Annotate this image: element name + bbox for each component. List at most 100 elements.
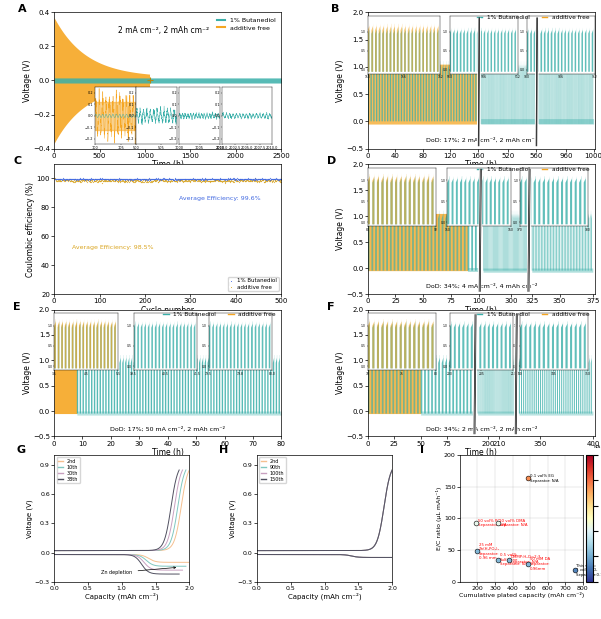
Point: [233, 173, 243, 183]
Text: E: E: [13, 302, 21, 312]
Point: [132, 174, 141, 184]
Point: [236, 174, 246, 184]
Point: [156, 175, 165, 185]
Point: [58, 173, 67, 183]
Point: [135, 175, 144, 184]
Point: [75, 174, 84, 184]
Point: [263, 176, 272, 186]
Point: [119, 175, 129, 184]
X-axis label: Capacity (mAh cm⁻²): Capacity (mAh cm⁻²): [288, 592, 361, 600]
Point: [187, 174, 197, 184]
Point: [104, 176, 114, 186]
Y-axis label: Coulombic efficiency (%): Coulombic efficiency (%): [26, 181, 35, 277]
Point: [211, 174, 221, 184]
Text: 25 mM
Zn(H₂PO₄)₂
Separator:
0.96 mm: 25 mM Zn(H₂PO₄)₂ Separator: 0.96 mm: [479, 542, 500, 560]
Point: [105, 174, 115, 184]
Point: [201, 175, 211, 185]
Point: [160, 174, 170, 184]
Point: [200, 176, 209, 186]
Point: [73, 176, 82, 186]
Point: [240, 174, 250, 184]
Point: [523, 559, 533, 569]
Point: [177, 175, 187, 184]
Point: [270, 176, 279, 186]
Point: [250, 173, 260, 183]
Point: [570, 566, 580, 576]
Legend: 2nd, 90th, 100th, 150th: 2nd, 90th, 100th, 150th: [260, 457, 285, 483]
Point: [196, 175, 206, 185]
Point: [83, 174, 93, 184]
Point: [189, 174, 199, 184]
Point: [52, 176, 62, 186]
Point: [201, 174, 210, 184]
Point: [148, 176, 157, 186]
Point: [215, 175, 224, 184]
Point: [175, 174, 185, 184]
Point: [91, 174, 101, 184]
Point: [273, 175, 283, 185]
Point: [210, 176, 220, 186]
Point: [159, 175, 168, 184]
Point: [108, 176, 118, 186]
Point: [160, 175, 170, 184]
Point: [75, 176, 84, 186]
Point: [61, 176, 71, 186]
Point: [164, 176, 174, 186]
Point: [228, 174, 238, 184]
Text: F: F: [327, 302, 334, 312]
Point: [123, 176, 132, 186]
Point: [251, 175, 261, 184]
Point: [177, 174, 187, 184]
Point: [185, 174, 194, 184]
Point: [151, 176, 160, 186]
Point: [112, 174, 121, 184]
Point: [153, 175, 162, 185]
Point: [56, 174, 66, 184]
Point: [124, 175, 133, 184]
Point: [274, 175, 284, 184]
Point: [70, 174, 80, 184]
Point: [142, 177, 151, 187]
Point: [154, 174, 163, 184]
Point: [169, 176, 179, 186]
Point: [63, 176, 72, 186]
Point: [273, 174, 282, 184]
Point: [216, 173, 225, 183]
Point: [119, 176, 129, 186]
Point: [276, 174, 285, 184]
Point: [206, 177, 215, 187]
Point: [63, 175, 73, 184]
Point: [91, 176, 101, 186]
Point: [267, 175, 276, 184]
Point: [234, 175, 243, 185]
Point: [101, 176, 111, 186]
Point: [76, 175, 86, 185]
Point: [136, 176, 145, 186]
Point: [209, 175, 218, 185]
Point: [225, 177, 235, 187]
Point: [222, 174, 232, 184]
Point: [59, 175, 69, 185]
Point: [253, 174, 263, 184]
Point: [472, 547, 482, 556]
Point: [78, 175, 87, 184]
Point: [50, 173, 60, 183]
Point: [119, 176, 129, 186]
Point: [179, 176, 189, 186]
Point: [270, 175, 280, 184]
Point: [125, 175, 135, 184]
Point: [239, 174, 248, 184]
Point: [227, 175, 236, 185]
Point: [84, 175, 93, 184]
Point: [237, 175, 246, 184]
Point: [231, 175, 240, 184]
Point: [93, 176, 103, 186]
Point: [200, 173, 209, 183]
Point: [231, 174, 241, 184]
Point: [218, 174, 228, 184]
Point: [213, 174, 223, 184]
Point: [233, 175, 243, 184]
Point: [151, 175, 160, 185]
Point: [276, 175, 286, 185]
Point: [230, 175, 239, 184]
